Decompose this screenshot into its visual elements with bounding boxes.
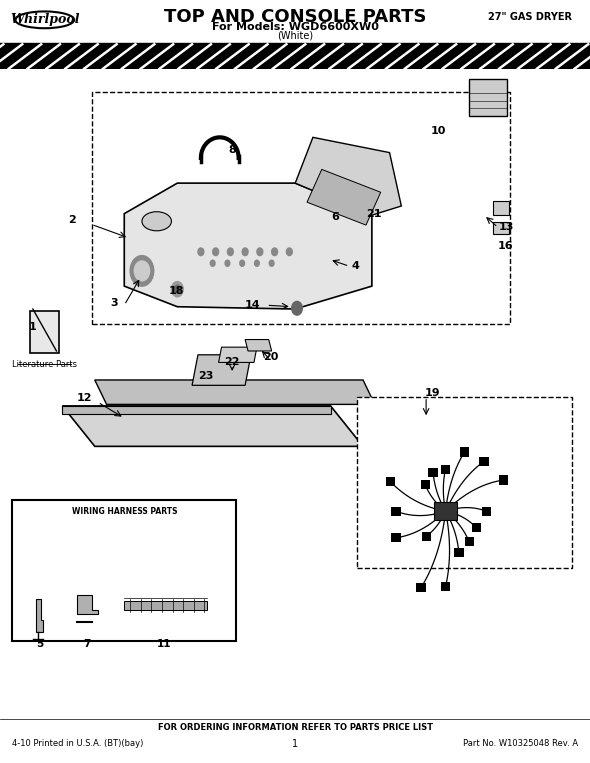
Text: 8: 8: [228, 145, 236, 156]
Polygon shape: [30, 311, 60, 353]
Polygon shape: [472, 523, 481, 533]
Polygon shape: [421, 532, 431, 541]
Text: 6: 6: [332, 211, 339, 222]
Circle shape: [175, 285, 181, 293]
Polygon shape: [124, 601, 207, 610]
Text: 2: 2: [68, 214, 76, 225]
Polygon shape: [441, 582, 450, 591]
Circle shape: [225, 260, 230, 266]
Polygon shape: [428, 468, 438, 477]
Circle shape: [210, 260, 215, 266]
Polygon shape: [63, 406, 330, 414]
Text: FOR ORDERING INFORMATION REFER TO PARTS PRICE LIST: FOR ORDERING INFORMATION REFER TO PARTS …: [158, 723, 432, 732]
Ellipse shape: [142, 212, 172, 231]
Polygon shape: [441, 465, 450, 474]
Text: 4: 4: [352, 261, 359, 272]
Polygon shape: [499, 475, 509, 485]
Text: 16: 16: [497, 241, 513, 252]
Polygon shape: [63, 406, 363, 446]
Text: 12: 12: [77, 393, 92, 404]
Text: 1: 1: [28, 321, 36, 332]
Circle shape: [291, 301, 302, 315]
Polygon shape: [95, 380, 375, 404]
Text: 18: 18: [168, 285, 184, 296]
Circle shape: [257, 248, 263, 256]
Text: 1: 1: [292, 739, 299, 749]
Text: 3: 3: [110, 298, 118, 308]
Polygon shape: [36, 599, 43, 632]
Polygon shape: [192, 355, 251, 385]
Polygon shape: [460, 447, 469, 456]
Circle shape: [212, 248, 218, 256]
Polygon shape: [391, 507, 401, 516]
Text: 5: 5: [37, 639, 44, 649]
Text: 4-10 Printed in U.S.A. (BT)(bay): 4-10 Printed in U.S.A. (BT)(bay): [12, 739, 143, 749]
Text: TOP AND CONSOLE PARTS: TOP AND CONSOLE PARTS: [164, 8, 427, 26]
Bar: [493, 201, 509, 215]
Text: 19: 19: [424, 388, 440, 398]
Circle shape: [269, 260, 274, 266]
Bar: [12, 500, 236, 641]
Text: 11: 11: [157, 639, 172, 649]
Text: 10: 10: [430, 126, 445, 137]
Text: 27" GAS DRYER: 27" GAS DRYER: [489, 11, 572, 22]
Circle shape: [172, 282, 183, 297]
Polygon shape: [245, 340, 271, 351]
Circle shape: [286, 248, 292, 256]
Polygon shape: [295, 137, 401, 215]
Polygon shape: [434, 502, 457, 520]
Text: 7: 7: [83, 639, 91, 649]
Circle shape: [254, 260, 259, 266]
Circle shape: [271, 248, 277, 256]
Text: 22: 22: [224, 356, 240, 367]
Text: Part No. W10325048 Rev. A: Part No. W10325048 Rev. A: [463, 739, 578, 749]
Text: 23: 23: [198, 371, 214, 382]
Polygon shape: [417, 583, 426, 592]
Polygon shape: [481, 507, 491, 516]
Circle shape: [198, 248, 204, 256]
Polygon shape: [421, 481, 430, 490]
Text: 20: 20: [263, 352, 278, 362]
Text: Literature Parts: Literature Parts: [12, 360, 77, 369]
Circle shape: [135, 261, 150, 281]
Bar: [493, 222, 509, 234]
Circle shape: [240, 260, 244, 266]
Polygon shape: [218, 347, 257, 362]
Polygon shape: [480, 457, 489, 466]
Bar: [357, 397, 572, 568]
Polygon shape: [307, 169, 381, 225]
Text: For Models: WGD6600XW0: For Models: WGD6600XW0: [212, 22, 379, 33]
Polygon shape: [77, 595, 98, 614]
Polygon shape: [391, 533, 401, 542]
Polygon shape: [464, 537, 474, 546]
Circle shape: [242, 248, 248, 256]
Circle shape: [130, 256, 154, 286]
Polygon shape: [386, 477, 395, 486]
Polygon shape: [124, 183, 372, 309]
Text: Whirlpool: Whirlpool: [10, 13, 80, 27]
Circle shape: [227, 248, 233, 256]
Text: 14: 14: [245, 300, 261, 311]
Text: 13: 13: [499, 222, 514, 233]
Polygon shape: [454, 548, 464, 557]
Bar: [469, 79, 507, 116]
Bar: [92, 92, 510, 324]
Bar: [1, 44, 590, 69]
Text: 21: 21: [366, 208, 382, 219]
Text: WIRING HARNESS PARTS: WIRING HARNESS PARTS: [71, 507, 177, 517]
Text: (White): (White): [277, 31, 313, 41]
